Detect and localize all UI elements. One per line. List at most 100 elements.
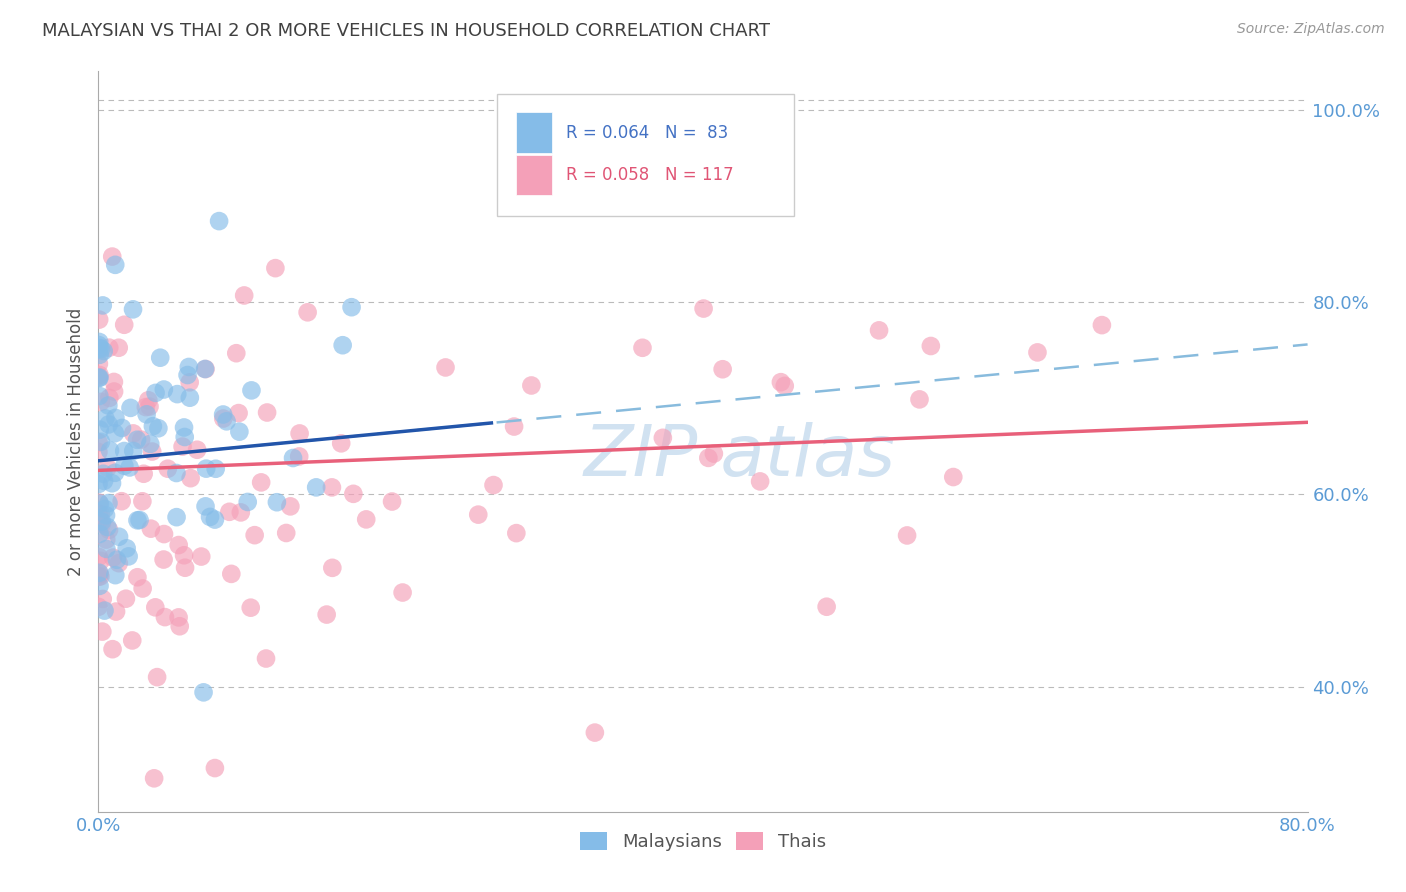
Point bbox=[434, 360, 457, 375]
Point bbox=[256, 405, 278, 419]
Point bbox=[94, 411, 117, 425]
Point bbox=[153, 527, 176, 541]
Point bbox=[96, 520, 118, 534]
Point bbox=[280, 500, 302, 514]
Point bbox=[90, 507, 112, 521]
Point bbox=[167, 538, 190, 552]
Point bbox=[239, 600, 262, 615]
Point bbox=[89, 341, 111, 355]
Point bbox=[391, 585, 413, 599]
Point bbox=[96, 541, 118, 556]
Point bbox=[167, 610, 190, 624]
Point bbox=[87, 435, 110, 450]
Point bbox=[228, 406, 250, 420]
Point bbox=[218, 505, 240, 519]
Point bbox=[138, 400, 160, 414]
Point bbox=[198, 509, 221, 524]
Point bbox=[381, 494, 404, 508]
Point bbox=[128, 513, 150, 527]
Point bbox=[104, 466, 127, 480]
Point bbox=[340, 300, 363, 314]
Point bbox=[225, 346, 247, 360]
Point bbox=[173, 430, 195, 444]
Point bbox=[142, 419, 165, 434]
Point bbox=[89, 569, 111, 583]
Point bbox=[243, 528, 266, 542]
Point bbox=[204, 513, 226, 527]
Point bbox=[98, 341, 121, 355]
FancyBboxPatch shape bbox=[498, 94, 793, 216]
Point bbox=[89, 497, 111, 511]
Point bbox=[186, 442, 208, 457]
Point bbox=[228, 425, 250, 439]
Point bbox=[165, 466, 187, 480]
Point bbox=[703, 447, 725, 461]
Point bbox=[93, 474, 115, 488]
Point bbox=[467, 508, 489, 522]
Point bbox=[315, 607, 337, 622]
Point bbox=[90, 515, 112, 529]
Point bbox=[103, 375, 125, 389]
Point bbox=[104, 426, 127, 441]
Point bbox=[166, 387, 188, 401]
Point bbox=[145, 385, 167, 400]
Point bbox=[93, 604, 115, 618]
Point bbox=[204, 462, 226, 476]
Point bbox=[868, 323, 890, 337]
Point bbox=[135, 400, 157, 414]
Point bbox=[520, 378, 543, 392]
Text: MALAYSIAN VS THAI 2 OR MORE VEHICLES IN HOUSEHOLD CORRELATION CHART: MALAYSIAN VS THAI 2 OR MORE VEHICLES IN … bbox=[42, 22, 770, 40]
Point bbox=[122, 426, 145, 441]
Point bbox=[288, 426, 311, 441]
Point bbox=[482, 478, 505, 492]
Point bbox=[321, 480, 343, 494]
Point bbox=[90, 516, 112, 531]
Point bbox=[117, 549, 139, 564]
Point bbox=[631, 341, 654, 355]
Point bbox=[87, 549, 110, 564]
Point bbox=[118, 460, 141, 475]
Point bbox=[101, 476, 124, 491]
Point bbox=[105, 605, 128, 619]
Point bbox=[143, 772, 166, 786]
Point bbox=[97, 399, 120, 413]
Point bbox=[93, 344, 115, 359]
Point bbox=[89, 370, 111, 384]
Point bbox=[221, 566, 243, 581]
Point bbox=[697, 450, 720, 465]
Point bbox=[276, 526, 298, 541]
Point bbox=[87, 516, 110, 530]
Point bbox=[769, 375, 792, 389]
Point bbox=[146, 670, 169, 684]
Point bbox=[90, 395, 112, 409]
Point bbox=[942, 470, 965, 484]
Point bbox=[131, 582, 153, 596]
FancyBboxPatch shape bbox=[516, 154, 551, 195]
Point bbox=[354, 512, 377, 526]
Point bbox=[139, 437, 162, 451]
Point bbox=[173, 420, 195, 434]
Point bbox=[87, 338, 110, 352]
Point bbox=[132, 467, 155, 481]
Point bbox=[342, 487, 364, 501]
Point bbox=[96, 533, 118, 547]
Point bbox=[152, 552, 174, 566]
Point bbox=[131, 494, 153, 508]
Point bbox=[297, 305, 319, 319]
Point bbox=[87, 357, 110, 371]
Point bbox=[101, 642, 124, 657]
Point bbox=[136, 393, 159, 408]
Point bbox=[98, 523, 121, 537]
Legend: Malaysians, Thais: Malaysians, Thais bbox=[574, 824, 832, 858]
Point bbox=[89, 579, 111, 593]
Point bbox=[332, 338, 354, 352]
Point bbox=[105, 553, 128, 567]
Point bbox=[91, 624, 114, 639]
Point bbox=[896, 528, 918, 542]
Point bbox=[195, 461, 218, 475]
Point bbox=[87, 445, 110, 459]
Point bbox=[87, 508, 110, 523]
Point bbox=[90, 434, 112, 449]
Point bbox=[89, 567, 111, 582]
Text: Source: ZipAtlas.com: Source: ZipAtlas.com bbox=[1237, 22, 1385, 37]
